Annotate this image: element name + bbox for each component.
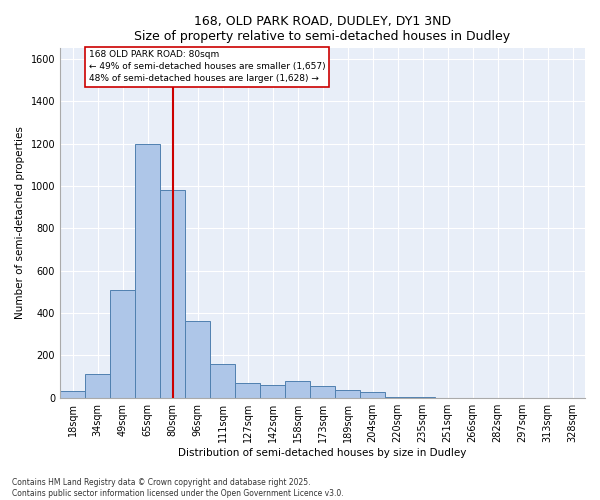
- Y-axis label: Number of semi-detached properties: Number of semi-detached properties: [15, 126, 25, 320]
- Bar: [185, 322, 210, 398]
- X-axis label: Distribution of semi-detached houses by size in Dudley: Distribution of semi-detached houses by …: [178, 448, 467, 458]
- Bar: [310, 386, 335, 398]
- Bar: [410, 396, 435, 398]
- Bar: [235, 383, 260, 398]
- Bar: [285, 381, 310, 398]
- Bar: [210, 364, 235, 398]
- Title: 168, OLD PARK ROAD, DUDLEY, DY1 3ND
Size of property relative to semi-detached h: 168, OLD PARK ROAD, DUDLEY, DY1 3ND Size…: [134, 15, 511, 43]
- Bar: [260, 385, 285, 398]
- Bar: [160, 190, 185, 398]
- Bar: [110, 290, 135, 398]
- Bar: [335, 390, 360, 398]
- Text: 168 OLD PARK ROAD: 80sqm
← 49% of semi-detached houses are smaller (1,657)
48% o: 168 OLD PARK ROAD: 80sqm ← 49% of semi-d…: [89, 50, 325, 83]
- Bar: [135, 144, 160, 398]
- Bar: [85, 374, 110, 398]
- Bar: [360, 392, 385, 398]
- Text: Contains HM Land Registry data © Crown copyright and database right 2025.
Contai: Contains HM Land Registry data © Crown c…: [12, 478, 344, 498]
- Bar: [385, 396, 410, 398]
- Bar: [60, 392, 85, 398]
